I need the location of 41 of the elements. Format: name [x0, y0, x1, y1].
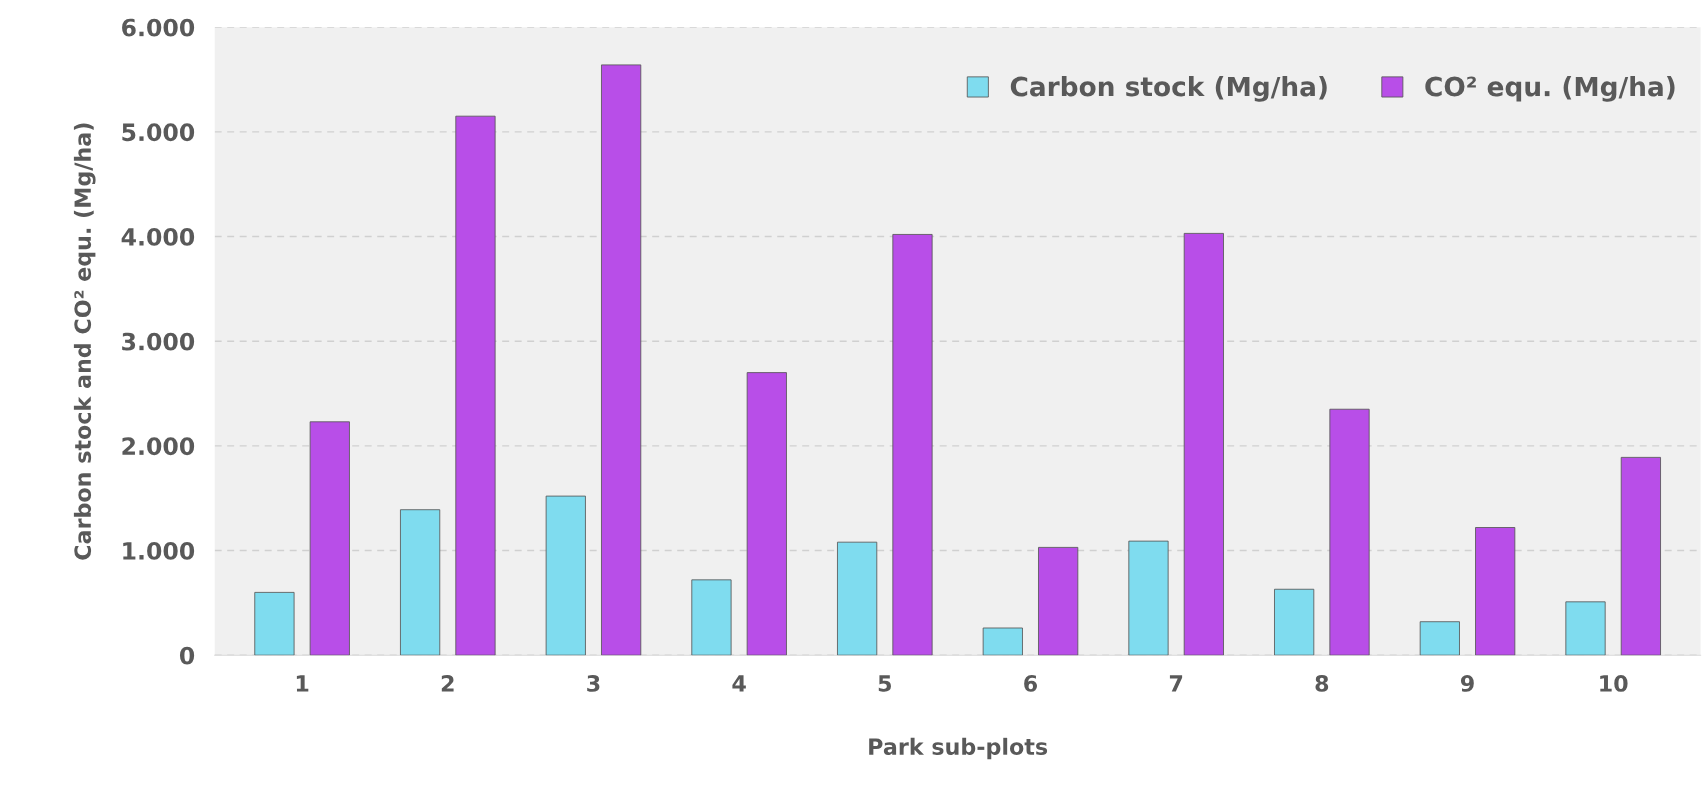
- legend-label: Carbon stock (Mg/ha): [1010, 76, 1327, 102]
- bar: [254, 591, 295, 656]
- x-tick-label: 3: [587, 675, 600, 692]
- y-tick-label: 6.000: [122, 18, 195, 37]
- bar: [1274, 588, 1315, 656]
- y-tick-label: 1.000: [123, 541, 195, 560]
- x-tick-label: 9: [1460, 675, 1474, 692]
- x-tick-label: 1: [296, 675, 309, 692]
- x-tick-label: 2: [441, 675, 454, 692]
- bar: [837, 541, 878, 656]
- y-tick-label: 0: [179, 646, 195, 665]
- x-tick-label: 4: [732, 675, 746, 692]
- x-axis-title: Park sub-plots: [869, 737, 1048, 760]
- bar: [455, 115, 496, 656]
- bar: [601, 64, 642, 656]
- bar: [400, 509, 441, 656]
- bar: [1475, 527, 1516, 656]
- bar: [982, 627, 1023, 656]
- bar: [1419, 621, 1460, 656]
- x-tick-label: 6: [1024, 675, 1038, 692]
- x-tick-label: 8: [1315, 675, 1329, 692]
- bar: [545, 495, 586, 656]
- bar: [1565, 601, 1606, 656]
- x-tick-label: 7: [1169, 675, 1183, 692]
- y-tick-label: 5.000: [122, 123, 195, 142]
- bar: [892, 234, 933, 656]
- y-tick-label: 2.000: [122, 437, 195, 456]
- x-tick-label: 10: [1600, 675, 1628, 692]
- x-tick-label: 5: [878, 675, 891, 692]
- bar: [1329, 408, 1370, 656]
- bar: [1183, 232, 1224, 656]
- bar: [746, 372, 787, 656]
- legend-label: CO² equ. (Mg/ha): [1425, 76, 1675, 102]
- y-tick-label: 4.000: [121, 227, 195, 246]
- y-axis-title: Carbon stock and CO² equ. (Mg/ha): [73, 123, 96, 560]
- bar: [309, 421, 350, 656]
- bar: [1038, 546, 1079, 656]
- bar: [1620, 456, 1661, 656]
- y-tick-label: 3.000: [122, 332, 195, 351]
- bar: [1128, 540, 1169, 656]
- bar: [691, 579, 732, 656]
